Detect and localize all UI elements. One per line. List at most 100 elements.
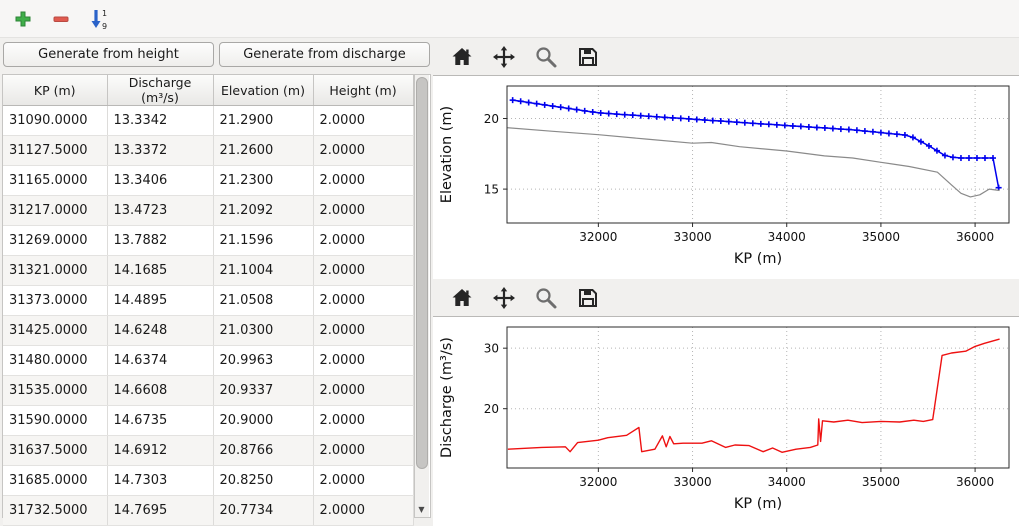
table-row[interactable]: 31373.0000 14.4895 21.0508 2.0000 bbox=[3, 285, 414, 316]
table-cell[interactable]: 31165.0000 bbox=[3, 165, 108, 196]
table-cell[interactable]: 31535.0000 bbox=[3, 375, 108, 406]
zoom-button[interactable] bbox=[531, 284, 561, 312]
table-cell[interactable]: 21.1004 bbox=[213, 255, 314, 286]
pan-button[interactable] bbox=[489, 284, 519, 312]
table-cell[interactable]: 14.6374 bbox=[107, 345, 214, 376]
table-row[interactable]: 31637.5000 14.6912 20.8766 2.0000 bbox=[3, 435, 414, 466]
table-cell[interactable]: 14.1685 bbox=[107, 255, 214, 286]
table-cell[interactable]: 13.3372 bbox=[107, 135, 214, 166]
table-cell[interactable]: 31127.5000 bbox=[3, 135, 108, 166]
profile-table-container: KP (m) Discharge (m³/s) Elevation (m) Heigh… bbox=[2, 74, 431, 526]
home-button[interactable] bbox=[447, 43, 477, 71]
table-cell[interactable]: 21.2900 bbox=[213, 105, 314, 136]
column-header[interactable]: KP (m) bbox=[3, 75, 108, 106]
table-cell[interactable]: 2.0000 bbox=[313, 195, 414, 226]
save-button[interactable] bbox=[573, 284, 603, 312]
table-cell[interactable]: 31090.0000 bbox=[3, 105, 108, 136]
table-cell[interactable]: 13.7882 bbox=[107, 225, 214, 256]
column-header[interactable]: Height (m) bbox=[313, 75, 414, 106]
table-cell[interactable]: 14.6735 bbox=[107, 405, 214, 436]
table-cell[interactable]: 31480.0000 bbox=[3, 345, 108, 376]
table-cell[interactable]: 31425.0000 bbox=[3, 315, 108, 346]
elevation-chart[interactable]: 32000 33000 34000 35000 36000 15 20 KP (m) Eleva… bbox=[433, 76, 1019, 279]
scrollbar-down-arrow[interactable]: ▼ bbox=[414, 502, 429, 517]
pan-icon bbox=[493, 45, 515, 68]
table-cell[interactable]: 2.0000 bbox=[313, 135, 414, 166]
table-cell[interactable]: 14.7695 bbox=[107, 495, 214, 526]
table-row[interactable]: 31685.0000 14.7303 20.8250 2.0000 bbox=[3, 465, 414, 496]
table-cell[interactable]: 20.8250 bbox=[213, 465, 314, 496]
table-cell[interactable]: 20.9963 bbox=[213, 345, 314, 376]
table-header-row: KP (m) Discharge (m³/s) Elevation (m) Heigh… bbox=[3, 75, 414, 106]
table-row[interactable]: 31321.0000 14.1685 21.1004 2.0000 bbox=[3, 255, 414, 286]
table-cell[interactable]: 14.6608 bbox=[107, 375, 214, 406]
table-cell[interactable]: 2.0000 bbox=[313, 105, 414, 136]
table-row[interactable]: 31425.0000 14.6248 21.0300 2.0000 bbox=[3, 315, 414, 346]
table-cell[interactable]: 21.2092 bbox=[213, 195, 314, 226]
table-cell[interactable]: 31269.0000 bbox=[3, 225, 108, 256]
table-cell[interactable]: 14.7303 bbox=[107, 465, 214, 496]
table-cell[interactable]: 21.2600 bbox=[213, 135, 314, 166]
table-cell[interactable]: 31373.0000 bbox=[3, 285, 108, 316]
table-cell[interactable]: 2.0000 bbox=[313, 495, 414, 526]
table-row[interactable]: 31732.5000 14.7695 20.7734 2.0000 bbox=[3, 495, 414, 526]
table-cell[interactable]: 14.6912 bbox=[107, 435, 214, 466]
table-cell[interactable]: 2.0000 bbox=[313, 255, 414, 286]
add-row-button[interactable] bbox=[8, 5, 38, 33]
table-cell[interactable]: 13.4723 bbox=[107, 195, 214, 226]
table-cell[interactable]: 20.9000 bbox=[213, 405, 314, 436]
table-cell[interactable]: 2.0000 bbox=[313, 405, 414, 436]
generate-from-discharge-button[interactable]: Generate from discharge bbox=[219, 42, 430, 67]
table-row[interactable]: 31090.0000 13.3342 21.2900 2.0000 bbox=[3, 105, 414, 136]
table-row[interactable]: 31165.0000 13.3406 21.2300 2.0000 bbox=[3, 165, 414, 196]
home-button[interactable] bbox=[447, 284, 477, 312]
pan-button[interactable] bbox=[489, 43, 519, 71]
table-cell[interactable]: 21.2300 bbox=[213, 165, 314, 196]
table-cell[interactable]: 14.4895 bbox=[107, 285, 214, 316]
table-cell[interactable]: 21.0300 bbox=[213, 315, 314, 346]
table-cell[interactable]: 20.7734 bbox=[213, 495, 314, 526]
svg-text:30: 30 bbox=[484, 342, 499, 356]
table-cell[interactable]: 13.3342 bbox=[107, 105, 214, 136]
table-cell[interactable]: 20.8766 bbox=[213, 435, 314, 466]
table-row[interactable]: 31590.0000 14.6735 20.9000 2.0000 bbox=[3, 405, 414, 436]
save-button[interactable] bbox=[573, 43, 603, 71]
table-cell[interactable]: 21.1596 bbox=[213, 225, 314, 256]
table-cell[interactable]: 2.0000 bbox=[313, 165, 414, 196]
table-cell[interactable]: 2.0000 bbox=[313, 435, 414, 466]
table-cell[interactable]: 31637.5000 bbox=[3, 435, 108, 466]
table-cell[interactable]: 31217.0000 bbox=[3, 195, 108, 226]
table-row[interactable]: 31480.0000 14.6374 20.9963 2.0000 bbox=[3, 345, 414, 376]
table-cell[interactable]: 31685.0000 bbox=[3, 465, 108, 496]
table-cell[interactable]: 2.0000 bbox=[313, 285, 414, 316]
svg-text:9: 9 bbox=[102, 22, 107, 31]
table-cell[interactable]: 2.0000 bbox=[313, 465, 414, 496]
table-cell[interactable]: 31321.0000 bbox=[3, 255, 108, 286]
table-cell[interactable]: 14.6248 bbox=[107, 315, 214, 346]
scrollbar-thumb[interactable] bbox=[415, 77, 428, 469]
table-cell[interactable]: 31732.5000 bbox=[3, 495, 108, 526]
svg-text:20: 20 bbox=[484, 112, 499, 126]
svg-text:34000: 34000 bbox=[768, 230, 806, 244]
table-cell[interactable]: 2.0000 bbox=[313, 225, 414, 256]
table-row[interactable]: 31535.0000 14.6608 20.9337 2.0000 bbox=[3, 375, 414, 406]
table-cell[interactable]: 31590.0000 bbox=[3, 405, 108, 436]
main-content: Generate from height Generate from disch… bbox=[0, 38, 1019, 526]
zoom-button[interactable] bbox=[531, 43, 561, 71]
table-row[interactable]: 31127.5000 13.3372 21.2600 2.0000 bbox=[3, 135, 414, 166]
table-cell[interactable]: 2.0000 bbox=[313, 315, 414, 346]
remove-row-button[interactable] bbox=[46, 5, 76, 33]
table-cell[interactable]: 21.0508 bbox=[213, 285, 314, 316]
generate-from-height-button[interactable]: Generate from height bbox=[3, 42, 214, 67]
table-cell[interactable]: 2.0000 bbox=[313, 345, 414, 376]
table-row[interactable]: 31269.0000 13.7882 21.1596 2.0000 bbox=[3, 225, 414, 256]
table-cell[interactable]: 13.3406 bbox=[107, 165, 214, 196]
table-row[interactable]: 31217.0000 13.4723 21.2092 2.0000 bbox=[3, 195, 414, 226]
column-header[interactable]: Discharge (m³/s) bbox=[107, 75, 214, 106]
table-cell[interactable]: 2.0000 bbox=[313, 375, 414, 406]
discharge-chart[interactable]: 32000 33000 34000 35000 36000 20 30 KP (m) Disch… bbox=[433, 317, 1019, 524]
column-header[interactable]: Elevation (m) bbox=[213, 75, 314, 106]
table-scrollbar[interactable]: ▼ bbox=[413, 75, 429, 517]
table-cell[interactable]: 20.9337 bbox=[213, 375, 314, 406]
sort-rows-button[interactable]: 1 9 bbox=[84, 5, 114, 33]
